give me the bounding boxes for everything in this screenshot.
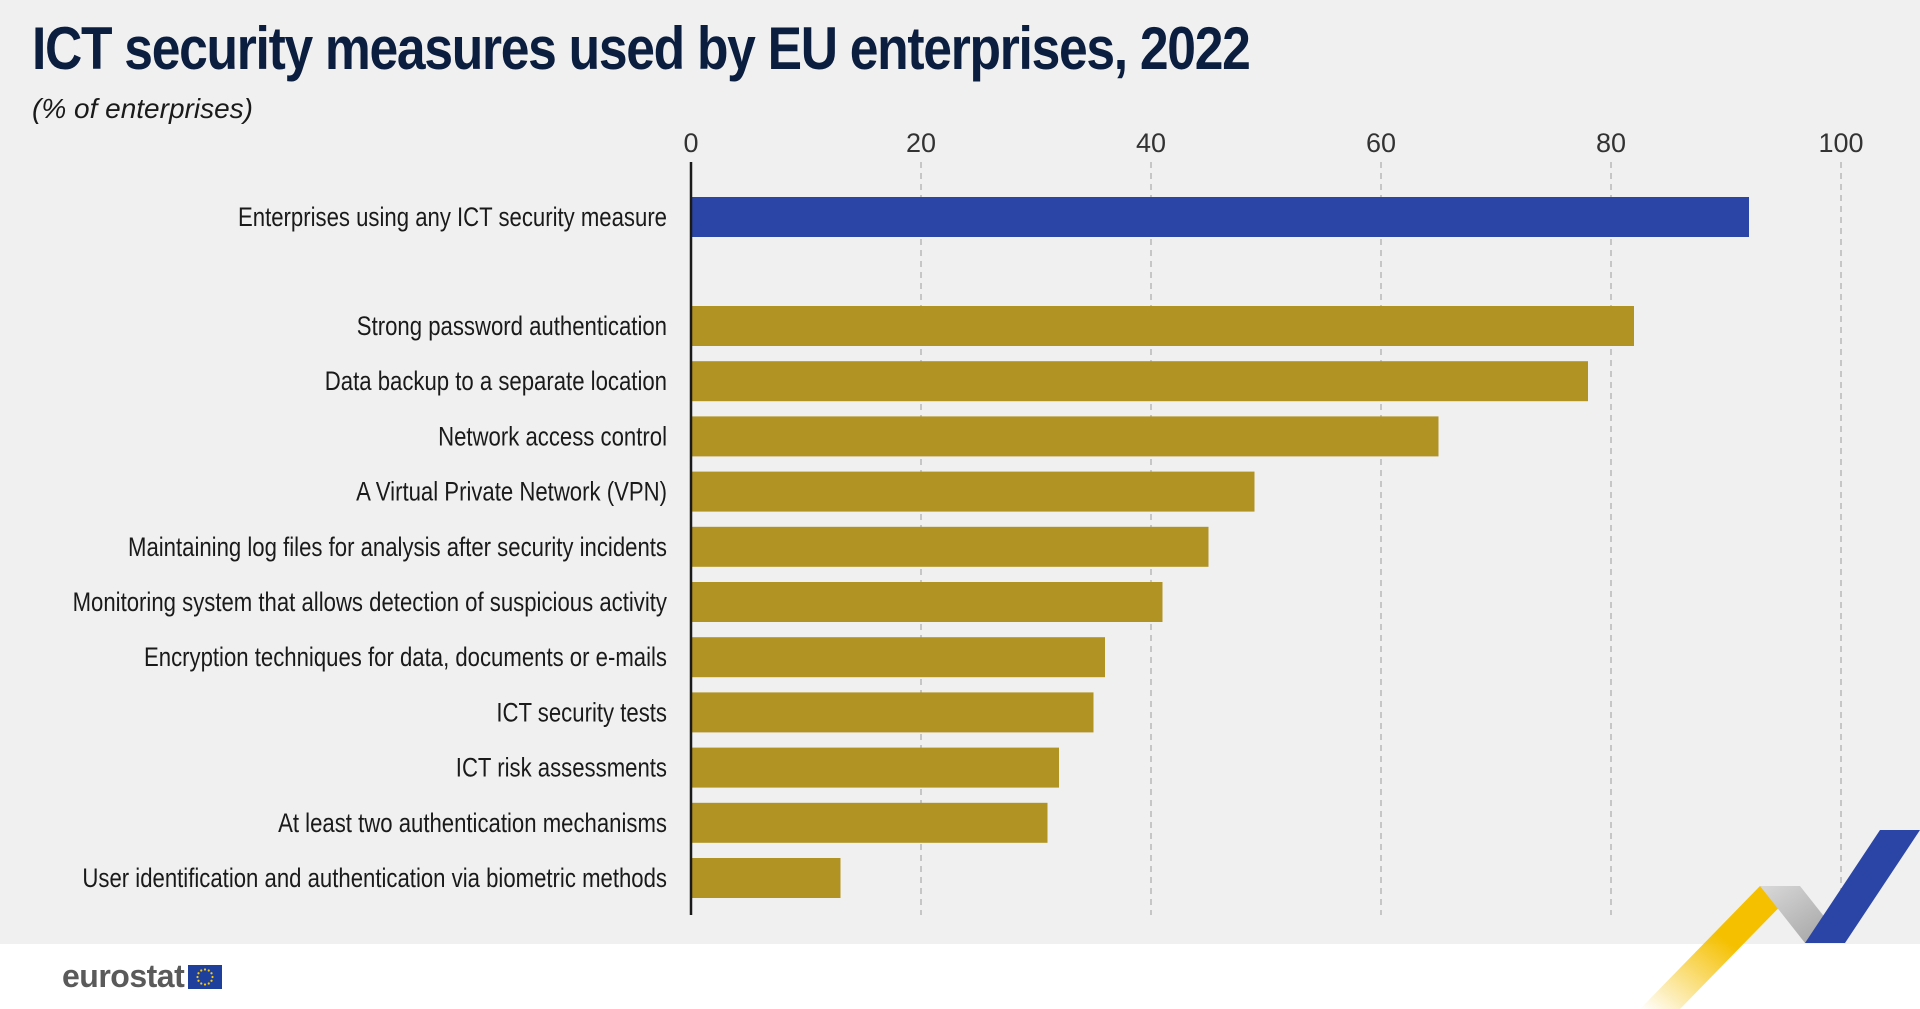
bar [691, 416, 1439, 457]
chart-title: ICT security measures used by EU enterpr… [32, 15, 1251, 82]
category-label: At least two authentication mechanisms [278, 808, 667, 838]
category-label: Encryption techniques for data, document… [144, 642, 667, 672]
category-labels: Enterprises using any ICT security measu… [73, 202, 668, 893]
category-label: ICT risk assessments [456, 753, 667, 783]
bar [691, 637, 1105, 678]
deco-yellow-stroke [1640, 886, 1800, 1009]
flag-star [210, 979, 213, 982]
x-tick-label: 0 [683, 128, 698, 158]
bar-chart: 0 20 40 60 80 100 Enterprises using any ICT s… [73, 128, 1864, 915]
bar [691, 802, 1048, 843]
flag-star [204, 982, 207, 986]
x-axis-ticks: 0 20 40 60 80 100 [683, 128, 1863, 158]
decorative-chevron-icon [1640, 830, 1920, 1009]
eurostat-logo: eurostat [62, 958, 223, 995]
bar [691, 361, 1588, 402]
footer-band [0, 944, 1920, 1009]
bar [691, 747, 1059, 788]
x-tick-label: 60 [1366, 128, 1396, 158]
category-label: Strong password authentication [357, 311, 667, 341]
x-tick-label: 80 [1596, 128, 1626, 158]
flag-star [207, 968, 211, 972]
category-label: A Virtual Private Network (VPN) [356, 477, 667, 507]
flag-star [204, 967, 207, 971]
eu-flag-icon [188, 964, 223, 989]
x-tick-label: 40 [1136, 128, 1166, 158]
category-label: ICT security tests [496, 697, 667, 727]
category-label: User identification and authentication v… [82, 863, 667, 893]
flag-star [197, 971, 200, 974]
bar [691, 471, 1255, 512]
bar [691, 526, 1209, 567]
flag-star [207, 981, 211, 985]
flag-star [197, 979, 200, 982]
category-label: Monitoring system that allows detection … [73, 587, 668, 617]
flag-star [210, 971, 213, 974]
category-label: Maintaining log files for analysis after… [128, 532, 667, 562]
bar [691, 858, 841, 898]
bars [691, 197, 1749, 898]
bar [691, 582, 1163, 622]
eurostat-logo-text: eurostat [62, 958, 185, 994]
bar [691, 306, 1634, 346]
deco-blue-stroke [1805, 830, 1920, 943]
x-tick-label: 100 [1818, 128, 1863, 158]
flag-star [196, 975, 199, 978]
flag-star [200, 968, 203, 972]
flag-star [211, 975, 214, 978]
category-label: Enterprises using any ICT security measu… [238, 202, 667, 232]
bar [691, 692, 1094, 733]
category-label: Network access control [438, 421, 667, 451]
x-tick-label: 20 [906, 128, 936, 158]
chart-subtitle: (% of enterprises) [32, 93, 253, 124]
bar [691, 197, 1749, 237]
flag-star [200, 981, 203, 985]
category-label: Data backup to a separate location [325, 366, 667, 396]
